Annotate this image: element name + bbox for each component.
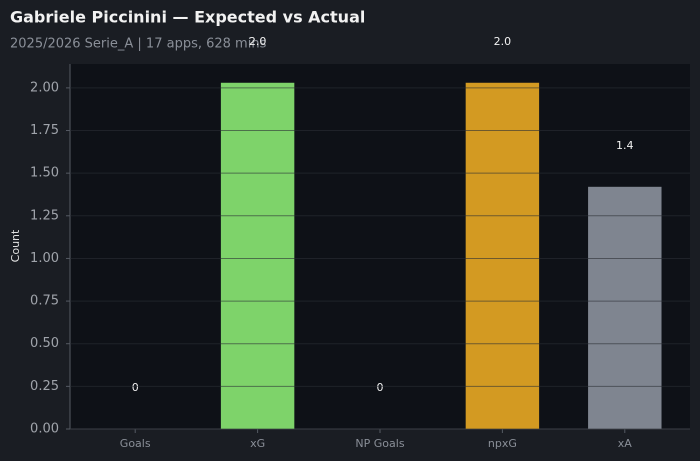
y-tick-label: 0.50 (30, 336, 59, 351)
y-tick-label: 1.50 (30, 166, 59, 181)
value-label: 1.4 (616, 139, 634, 152)
y-tick-label: 2.00 (30, 80, 59, 95)
value-label: 2.0 (249, 35, 267, 48)
bar (220, 82, 295, 429)
x-tick-label: xA (618, 437, 633, 450)
value-label: 0 (132, 381, 139, 394)
chart-title: Gabriele Piccinini — Expected vs Actual (10, 8, 365, 27)
chart-subtitle: 2025/2026 Serie_A | 17 apps, 628 mins (10, 37, 267, 52)
plot-area (70, 64, 690, 429)
x-tick-label: NP Goals (355, 437, 404, 450)
y-tick-label: 0.25 (30, 379, 59, 394)
y-tick-label: 1.25 (30, 208, 59, 223)
y-tick-label: 1.75 (30, 123, 59, 138)
y-tick-label: 0.00 (30, 422, 59, 437)
value-label: 2.0 (494, 35, 512, 48)
value-label: 0 (377, 381, 384, 394)
y-tick-label: 0.75 (30, 294, 59, 309)
x-tick-label: npxG (488, 437, 517, 450)
y-axis-label: Count (9, 229, 22, 262)
x-tick-label: Goals (120, 437, 151, 450)
x-tick-label: xG (250, 437, 265, 450)
bar (588, 186, 662, 429)
y-tick-label: 1.00 (30, 251, 59, 266)
bar (465, 82, 540, 429)
